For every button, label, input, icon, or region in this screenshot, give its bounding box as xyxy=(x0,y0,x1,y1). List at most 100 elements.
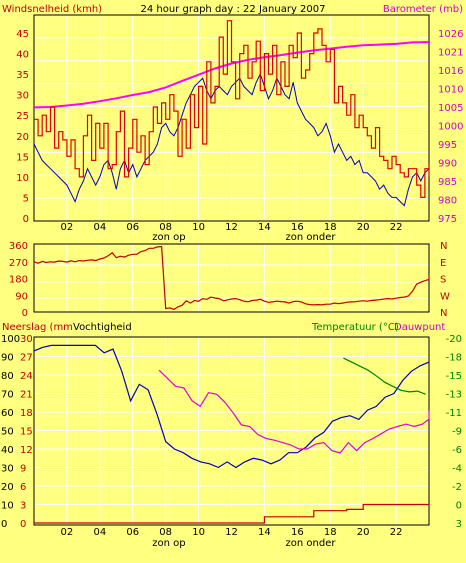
wind-tick-label: 5 xyxy=(23,193,29,204)
sunrise-marker: zon op xyxy=(152,538,185,549)
wind-tick-label: 15 xyxy=(16,152,29,163)
precip-tick-label: 18 xyxy=(20,408,33,419)
humidity-tick-label: 10 xyxy=(1,501,14,512)
precip-tick-label: 12 xyxy=(20,445,33,456)
compass-label: E xyxy=(440,258,446,269)
sunrise-marker: zon op xyxy=(152,232,185,243)
humidity-tick-label: 40 xyxy=(1,445,14,456)
time-tick-label: 20 xyxy=(357,527,370,538)
dewpoint-title: Dauwpunt xyxy=(394,322,445,333)
wind-gust-line xyxy=(34,20,430,198)
temperature-tick-label: 3 xyxy=(456,519,462,530)
time-tick-label: 10 xyxy=(192,222,205,233)
time-tick-label: 20 xyxy=(357,222,370,233)
precip-tick-label: 27 xyxy=(20,353,33,364)
humidity-time-axis: 02 04 06 08 10 12 14 16 18 20 22 zon op zon onder xyxy=(61,527,403,549)
time-tick-label: 22 xyxy=(390,527,403,538)
humidity-tick-label: 80 xyxy=(1,371,14,382)
wind-speed-axis: 0 5 10 15 20 25 30 35 40 45 xyxy=(16,29,29,225)
direction-degree-axis: 0 90 180 270 360 xyxy=(9,241,28,319)
wind-tick-label: 10 xyxy=(16,173,29,184)
time-tick-label: 04 xyxy=(93,527,106,538)
barometer-tick-label: 980 xyxy=(438,196,457,207)
wind-tick-label: 35 xyxy=(16,70,29,81)
temperature-title: Temperatuur (°C) xyxy=(311,322,399,333)
direction-grid xyxy=(35,245,428,311)
temperature-tick-label: -4 xyxy=(452,464,462,475)
direction-line xyxy=(33,245,430,311)
humidity-tick-label: 20 xyxy=(1,482,14,493)
humidity-tick-label: 100 xyxy=(1,334,20,345)
time-tick-label: 12 xyxy=(225,527,238,538)
precip-title: Neerslag (mm xyxy=(2,322,73,333)
humidity-tick-label: 60 xyxy=(1,408,14,419)
wind-title: Windsnelheid (kmh) xyxy=(2,4,102,15)
barometer-tick-label: 1021 xyxy=(438,48,463,59)
sunset-marker: zon onder xyxy=(286,538,337,549)
precip-tick-label: 30 xyxy=(20,334,33,345)
barometer-tick-label: 990 xyxy=(438,159,457,170)
direction-tick-label: 180 xyxy=(9,275,28,286)
temperature-tick-label: 0 xyxy=(456,501,462,512)
time-tick-label: 16 xyxy=(291,222,304,233)
time-tick-label: 12 xyxy=(225,222,238,233)
barometer-title: Barometer (mb) xyxy=(383,4,463,15)
time-tick-label: 16 xyxy=(291,527,304,538)
barometer-tick-label: 985 xyxy=(438,177,457,188)
compass-label: S xyxy=(440,275,446,286)
sunset-marker: zon onder xyxy=(286,232,337,243)
humidity-tick-label: 30 xyxy=(1,464,14,475)
time-tick-label: 04 xyxy=(93,222,106,233)
precip-tick-label: 24 xyxy=(20,371,33,382)
barometer-tick-label: 995 xyxy=(438,140,457,151)
temperature-tick-label: -6 xyxy=(452,445,462,456)
precip-axis: 0 3 6 9 12 15 18 21 24 27 30 xyxy=(20,334,33,530)
temperature-tick-label: -20 xyxy=(446,334,462,345)
wind-panel: Windsnelheid (kmh) 24 hour graph day : 2… xyxy=(2,4,463,243)
barometer-tick-label: 1026 xyxy=(438,29,463,40)
temperature-line xyxy=(343,357,426,395)
humidity-axis: 0 10 20 30 40 50 60 70 80 90 100 xyxy=(1,334,20,530)
time-tick-label: 18 xyxy=(324,527,337,538)
precip-tick-label: 6 xyxy=(20,482,26,493)
precip-line xyxy=(34,503,429,524)
compass-label: W xyxy=(440,291,450,302)
direction-tick-label: 0 xyxy=(22,308,28,319)
temperature-tick-label: -13 xyxy=(446,390,462,401)
dewpoint-line xyxy=(158,369,430,454)
time-tick-label: 02 xyxy=(61,527,74,538)
compass-label: N xyxy=(440,241,447,252)
barometer-tick-label: 1010 xyxy=(438,85,463,96)
wind-tick-label: 20 xyxy=(16,132,29,143)
barometer-axis: 975 980 985 990 995 1000 1005 1010 1016 1021 1026 xyxy=(438,29,463,225)
barometer-tick-label: 1005 xyxy=(438,103,463,114)
time-tick-label: 14 xyxy=(258,527,271,538)
compass-label: N xyxy=(440,308,447,319)
time-tick-label: 08 xyxy=(159,527,172,538)
wind-tick-label: 25 xyxy=(16,111,29,122)
humidity-tick-label: 90 xyxy=(1,353,14,364)
wind-tick-label: 45 xyxy=(16,29,29,40)
time-tick-label: 06 xyxy=(126,527,139,538)
wind-average-line xyxy=(33,72,430,207)
direction-series xyxy=(33,245,430,311)
temperature-tick-label: -11 xyxy=(446,408,462,419)
graph-title: 24 hour graph day : 22 January 2007 xyxy=(141,4,326,15)
temperature-tick-label: -9 xyxy=(452,427,462,438)
barometer-line xyxy=(33,41,430,109)
time-tick-label: 08 xyxy=(159,222,172,233)
precip-tick-label: 21 xyxy=(20,390,33,401)
barometer-tick-label: 975 xyxy=(438,214,457,225)
wind-tick-label: 0 xyxy=(23,214,29,225)
humidity-panel: Neerslag (mm Vochtigheid Temperatuur (°C… xyxy=(1,322,462,549)
wind-tick-label: 30 xyxy=(16,91,29,102)
humidity-line xyxy=(33,344,430,469)
time-tick-label: 18 xyxy=(324,222,337,233)
precip-tick-label: 15 xyxy=(20,427,33,438)
barometer-tick-label: 1016 xyxy=(438,66,463,77)
temperature-tick-label: -18 xyxy=(446,353,462,364)
temperature-axis: 3 0 -2 -4 -6 -9 -11 -13 -15 -18 -20 xyxy=(446,334,462,530)
